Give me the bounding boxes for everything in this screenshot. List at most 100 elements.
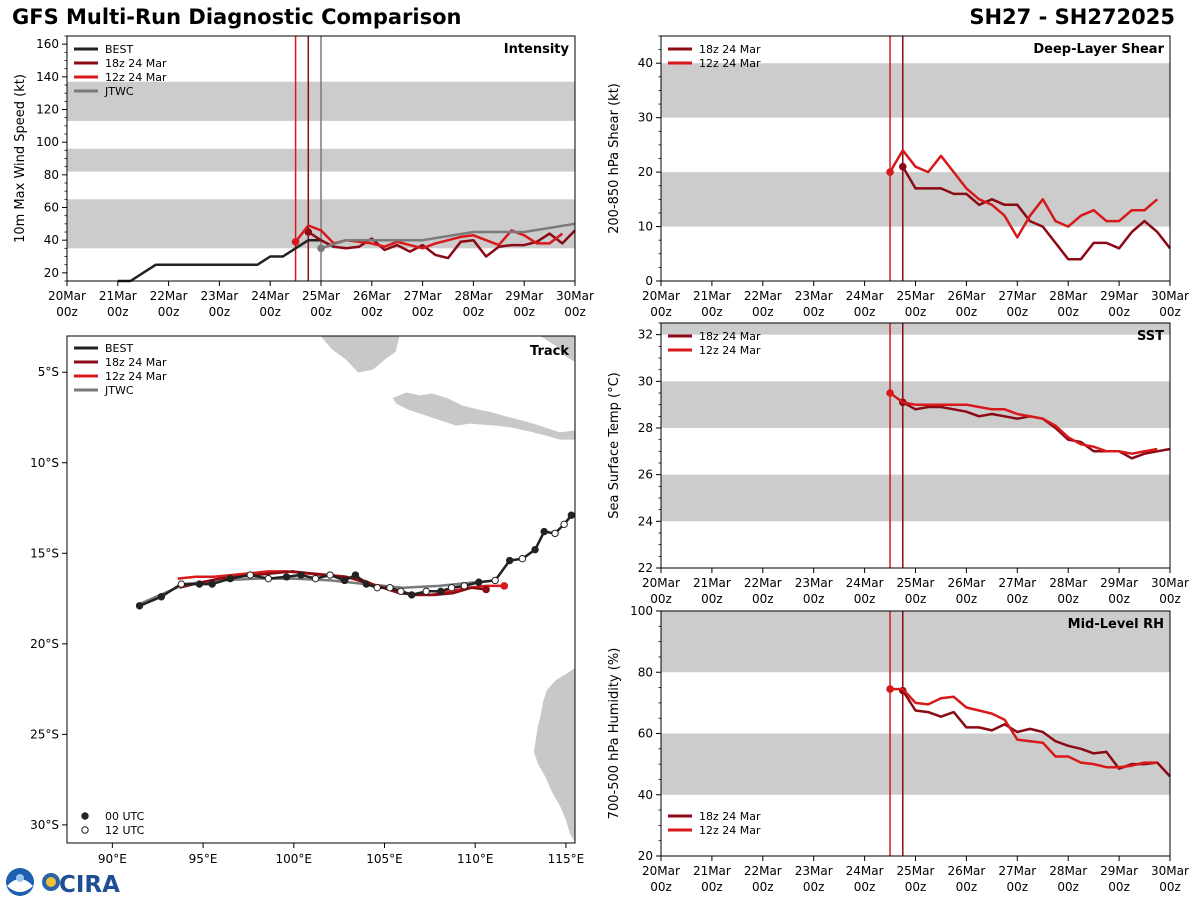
rh-start-marker-12z-24-mar xyxy=(886,685,894,693)
best-point-00utc xyxy=(340,576,349,585)
rh-xtick-day: 27Mar xyxy=(998,864,1036,878)
sst-xtick-day: 22Mar xyxy=(744,576,782,590)
shear-xtick-day: 23Mar xyxy=(795,289,833,303)
intensity-xtick-hour: 00z xyxy=(361,305,383,319)
track-xtick-label: 90°E xyxy=(98,852,127,866)
track-ytick-label: 15°S xyxy=(30,546,59,560)
shear-ytick-label: 0 xyxy=(645,274,653,288)
rh-xtick-day: 20Mar xyxy=(642,864,680,878)
best-point-12utc xyxy=(560,520,568,529)
intensity-xtick-day: 26Mar xyxy=(353,289,391,303)
intensity-series-best xyxy=(117,238,321,283)
sst-xtick-day: 28Mar xyxy=(1049,576,1087,590)
shear-xtick-hour: 00z xyxy=(701,305,723,319)
land-australia-icon xyxy=(534,668,575,842)
intensity-ytick-label: 120 xyxy=(36,103,59,117)
shear-start-marker-12z-24-mar xyxy=(886,168,894,176)
track-marker-legend-label-00-utc: 00 UTC xyxy=(105,810,145,823)
best-point-00utc xyxy=(362,580,371,588)
intensity-xtick-hour: 00z xyxy=(259,305,281,319)
intensity-xtick-day: 21Mar xyxy=(99,289,137,303)
best-point-00utc xyxy=(475,578,483,586)
rh-xtick-hour: 00z xyxy=(701,880,723,894)
best-point-00utc xyxy=(408,591,416,599)
sst-ytick-label: 26 xyxy=(638,468,653,482)
sst-xtick-day: 20Mar xyxy=(642,576,680,590)
best-point-00utc xyxy=(540,527,548,536)
shear-xtick-day: 22Mar xyxy=(744,289,782,303)
rh-xtick-hour: 00z xyxy=(752,880,774,894)
intensity-xtick-day: 30Mar xyxy=(556,289,594,303)
sst-xtick-hour: 00z xyxy=(752,592,774,606)
cira-logo-text: CIRA xyxy=(59,872,120,898)
rh-ytick-label: 40 xyxy=(638,788,653,802)
intensity-ytick-label: 100 xyxy=(36,135,59,149)
sst-xtick-day: 29Mar xyxy=(1100,576,1138,590)
track-marker-legend-symbol-12-utc xyxy=(81,826,89,834)
rh-legend-label-12z-24-mar: 12z 24 Mar xyxy=(699,824,761,837)
rh-xtick-hour: 00z xyxy=(854,880,876,894)
best-point-00utc xyxy=(567,511,576,519)
shear-xtick-hour: 00z xyxy=(650,305,672,319)
rh-xtick-hour: 00z xyxy=(956,880,978,894)
shear-legend-label-12z-24-mar: 12z 24 Mar xyxy=(699,57,761,70)
sst-series-12z-24-mar xyxy=(889,391,1158,455)
rh-xtick-hour: 00z xyxy=(905,880,927,894)
intensity-legend-label-jtwc: JTWC xyxy=(104,85,134,98)
intensity-ylabel: 10m Max Wind Speed (kt) xyxy=(13,74,28,243)
best-point-12utc xyxy=(551,529,559,538)
intensity-ytick-label: 160 xyxy=(36,37,59,51)
best-point-12utc xyxy=(447,583,456,592)
shear-start-marker-18z-24-mar xyxy=(898,162,907,171)
rh-xtick-day: 28Mar xyxy=(1049,864,1087,878)
sst-ytick-label: 30 xyxy=(638,374,653,388)
track-frame xyxy=(66,335,576,844)
best-point-12utc xyxy=(311,574,320,583)
shear-band-0 xyxy=(661,172,1170,227)
intensity-series-18z-24-mar xyxy=(307,229,576,260)
intensity-xtick-day: 29Mar xyxy=(505,289,543,303)
shear-xtick-hour: 00z xyxy=(1057,305,1079,319)
land-java-icon xyxy=(391,391,576,441)
best-point-12utc xyxy=(326,571,334,579)
track-legend-label-jtwc: JTWC xyxy=(104,384,134,397)
noaa-logo-icon xyxy=(6,868,34,896)
intensity-xtick-hour: 00z xyxy=(564,305,586,319)
rh-xtick-day: 29Mar xyxy=(1100,864,1138,878)
intensity-ytick-label: 140 xyxy=(36,70,59,84)
track-xtick-label: 95°E xyxy=(189,852,218,866)
best-point-00utc xyxy=(282,573,291,581)
sst-ytick-label: 24 xyxy=(638,514,653,528)
shear-chart: 0 10 20 30 40 20Mar 00z 21Mar 00z 22Mar 00z 23Mar 00… xyxy=(607,35,1189,319)
shear-xtick-day: 20Mar xyxy=(642,289,680,303)
sst-band-2 xyxy=(661,323,1170,335)
best-point-00utc xyxy=(297,571,305,579)
intensity-xtick-hour: 00z xyxy=(158,305,180,319)
intensity-start-marker-12z-24-mar xyxy=(291,238,300,246)
sst-chart: 22 24 26 28 30 32 20Mar 00z 21Mar 00z 22Mar 00z 23Ma… xyxy=(607,322,1189,606)
best-point-12utc xyxy=(386,583,394,592)
track-map: 5°S 10°S 15°S 20°S 25°S 30°S 90°E 95°E 100°E 105°… xyxy=(30,335,584,866)
best-point-12utc xyxy=(264,574,273,583)
rh-xtick-day: 24Mar xyxy=(846,864,884,878)
intensity-ytick-label: 60 xyxy=(44,201,59,215)
shear-xtick-hour: 00z xyxy=(854,305,876,319)
sst-xtick-day: 24Mar xyxy=(846,576,884,590)
sst-band-0 xyxy=(661,474,1170,522)
land-sulawesi-icon xyxy=(540,336,575,362)
rh-xtick-day: 26Mar xyxy=(947,864,985,878)
track-start-marker-18z-24-mar xyxy=(482,585,490,594)
sst-xtick-day: 25Mar xyxy=(897,576,935,590)
track-legend-label-18z-24-mar: 18z 24 Mar xyxy=(105,356,167,369)
intensity-series-jtwc xyxy=(320,222,576,250)
intensity-chart: 20 40 60 80 100 120 140 160 20Mar 00z 21Mar 00z 22Ma… xyxy=(13,35,594,319)
sst-xtick-day: 23Mar xyxy=(795,576,833,590)
shear-xtick-hour: 00z xyxy=(905,305,927,319)
track-ytick-label: 30°S xyxy=(30,818,59,832)
rh-xtick-hour: 00z xyxy=(803,880,825,894)
track-marker-legend-label-12-utc: 12 UTC xyxy=(105,824,145,837)
sst-legend-label-18z-24-mar: 18z 24 Mar xyxy=(699,330,761,343)
track-ytick-label: 25°S xyxy=(30,727,59,741)
track-ytick-label: 5°S xyxy=(38,365,59,379)
shear-xtick-hour: 00z xyxy=(1159,305,1181,319)
